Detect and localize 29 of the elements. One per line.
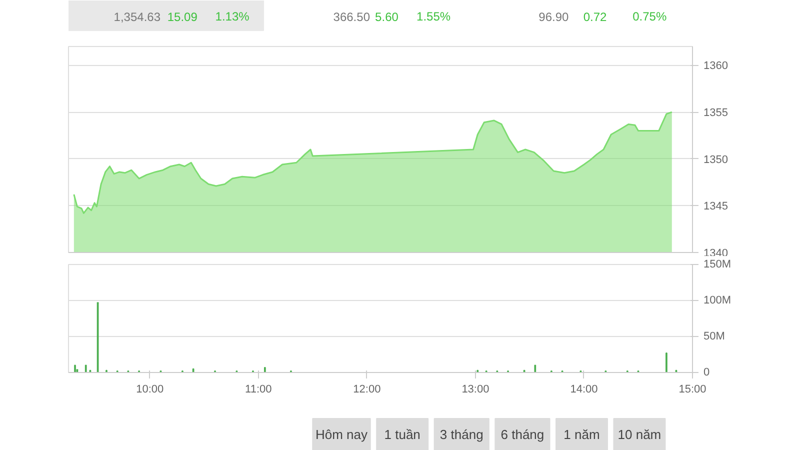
x-tick-label: 14:00	[570, 384, 598, 396]
text: 6 tháng	[500, 427, 544, 442]
text: 1,354.63	[114, 10, 161, 24]
y-tick-label: 1345	[704, 200, 728, 213]
text: 366.50	[333, 10, 370, 24]
y-tick-label: 150M	[704, 258, 732, 270]
text: 0.72	[583, 10, 608, 24]
x-tick-label: 13:00	[462, 384, 490, 396]
y-tick-label: 0	[704, 366, 710, 378]
y-tick-label: 1355	[704, 107, 728, 120]
x-tick-label: 11:00	[245, 384, 272, 396]
text: 1 tuần	[384, 427, 420, 442]
text: 1 năm	[564, 427, 600, 442]
text: 1.13%	[215, 10, 250, 24]
text: 1.55%	[416, 10, 451, 24]
y-tick-label: 100M	[704, 294, 732, 306]
x-tick-label: 15:00	[678, 384, 706, 396]
text: 10 năm	[618, 427, 662, 442]
y-tick-label: 50M	[704, 330, 725, 342]
y-tick-label: 1360	[704, 60, 728, 72]
text: 96.90	[538, 10, 569, 24]
text: 15.09	[167, 10, 198, 24]
x-tick-label: 12:00	[353, 384, 381, 396]
text: Hôm nay	[315, 427, 368, 442]
text: 5.60	[375, 10, 399, 24]
y-tick-label: 1350	[704, 154, 728, 166]
text: 3 tháng	[440, 427, 484, 442]
x-tick-label: 10:00	[136, 384, 164, 396]
text: 0.75%	[632, 10, 667, 24]
